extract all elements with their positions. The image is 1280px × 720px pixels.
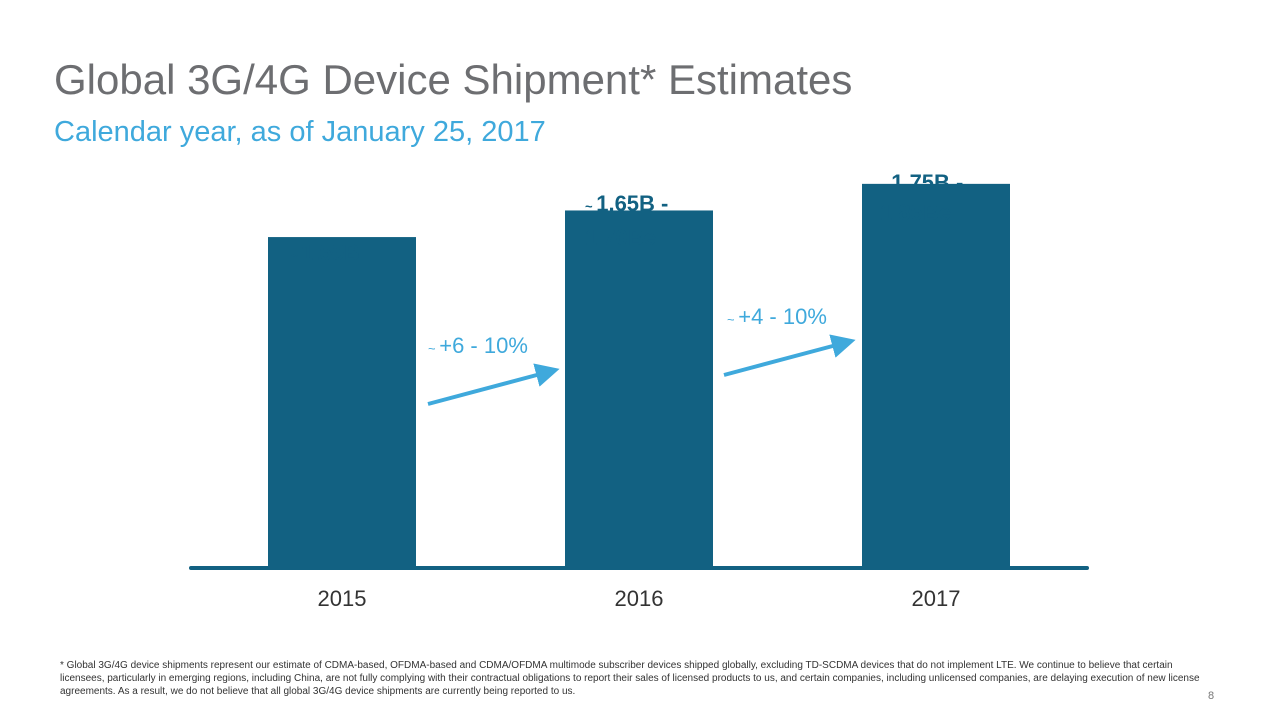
bar-2015 bbox=[268, 237, 416, 568]
page-subtitle: Calendar year, as of January 25, 2017 bbox=[54, 116, 546, 148]
bar-2016 bbox=[565, 210, 713, 567]
bar-chart: 2015 2016 2017 ~ 1.55B ~ 1.65B - 1.70Be ~ 1.75… bbox=[189, 170, 1089, 611]
growth-arrow bbox=[723, 334, 856, 377]
page-title: Global 3G/4G Device Shipment* Estimates bbox=[54, 56, 853, 103]
growth-arrow bbox=[427, 363, 560, 406]
page-number: 8 bbox=[1208, 690, 1215, 702]
x-tick-label: 2015 bbox=[318, 586, 367, 611]
value-label: 1.70Be bbox=[585, 225, 656, 250]
value-label: ~ 1.65B - bbox=[585, 191, 668, 216]
x-tick-label: 2017 bbox=[912, 586, 961, 611]
bar-2017 bbox=[862, 183, 1010, 567]
value-label: ~ 1.75B - bbox=[880, 170, 963, 195]
growth-annotation: ~ +6 - 10% bbox=[428, 333, 528, 358]
x-tick-label: 2016 bbox=[615, 586, 664, 611]
value-label: ~ 1.55B bbox=[290, 240, 360, 265]
value-label: 1.85Be bbox=[880, 200, 951, 225]
growth-annotation: ~ +4 - 10% bbox=[727, 304, 827, 329]
footnote: * Global 3G/4G device shipments represen… bbox=[60, 660, 1200, 697]
